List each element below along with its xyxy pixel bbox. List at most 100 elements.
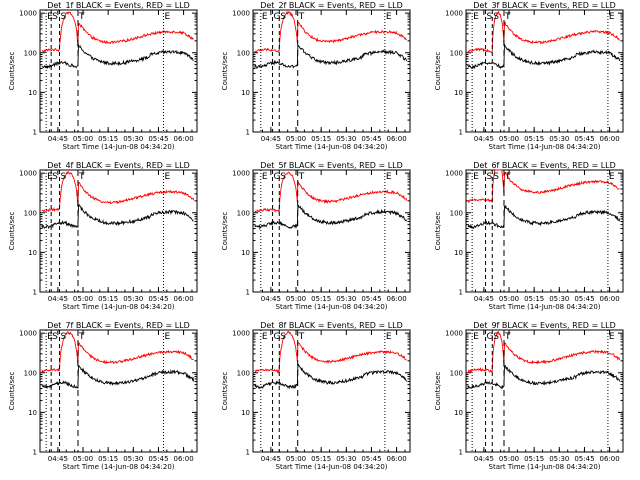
flag-label: T bbox=[298, 12, 305, 22]
flag-label: S bbox=[493, 12, 499, 22]
y-tick-label: 10 bbox=[241, 89, 250, 97]
flag-label: G bbox=[487, 332, 494, 342]
x-tick-label: 05:00 bbox=[286, 135, 306, 143]
x-axis-label: Start Time (14-Jun-08 04:34:20) bbox=[276, 463, 388, 471]
y-tick-label: 1000 bbox=[445, 170, 463, 178]
series-events-line bbox=[254, 363, 408, 390]
flag-label: S bbox=[493, 172, 499, 182]
flag-label: S bbox=[280, 172, 286, 182]
series-events-line bbox=[41, 44, 194, 69]
plot-frame bbox=[252, 169, 411, 293]
plot-frame bbox=[39, 329, 198, 453]
x-axis-label: Start Time (14-Jun-08 04:34:20) bbox=[489, 463, 601, 471]
series-lld-line bbox=[41, 171, 195, 213]
flag-label: S bbox=[487, 172, 493, 182]
y-tick-label: 100 bbox=[450, 369, 463, 377]
y-axis-label: Counts/sec bbox=[8, 52, 16, 91]
panel-title: Det_1f BLACK = Events, RED = LLD bbox=[47, 1, 190, 10]
y-axis-label: Counts/sec bbox=[434, 372, 442, 411]
x-tick-label: 06:00 bbox=[599, 135, 619, 143]
flag-label: E bbox=[262, 12, 268, 22]
x-tick-label: 05:15 bbox=[524, 295, 544, 303]
flag-label: E bbox=[47, 332, 53, 342]
flag-label: E bbox=[164, 172, 170, 182]
flag-label: E bbox=[262, 332, 268, 342]
series-events-line bbox=[254, 204, 408, 231]
x-tick-label: 05:00 bbox=[73, 455, 93, 463]
x-tick-label: 05:30 bbox=[336, 455, 356, 463]
panel-det-7: Det_7f BLACK = Events, RED = LLD 1 10 100 10… bbox=[8, 321, 198, 471]
x-tick-label: 06:00 bbox=[173, 295, 193, 303]
x-tick-label: 06:00 bbox=[173, 135, 193, 143]
x-tick-label: 05:45 bbox=[361, 455, 381, 463]
flag-label: E bbox=[47, 172, 53, 182]
series-events-line bbox=[41, 203, 194, 230]
flag-label: S bbox=[52, 172, 58, 182]
y-axis-label: Counts/sec bbox=[221, 212, 229, 251]
flag-label: S bbox=[487, 12, 493, 22]
y-tick-label: 1000 bbox=[19, 330, 37, 338]
series-lld-line bbox=[467, 169, 620, 204]
series-lld-line bbox=[254, 10, 407, 54]
y-tick-label: 1 bbox=[33, 289, 37, 297]
y-tick-label: 1000 bbox=[19, 170, 37, 178]
x-tick-label: 05:00 bbox=[73, 135, 93, 143]
series-events-line bbox=[467, 43, 621, 70]
series-lld-line bbox=[467, 330, 621, 374]
series-lld-line bbox=[41, 11, 194, 54]
y-axis-label: Counts/sec bbox=[221, 372, 229, 411]
panel-det-4: Det_4f BLACK = Events, RED = LLD 1 10 100 10… bbox=[8, 161, 198, 311]
x-tick-label: 04:45 bbox=[261, 295, 281, 303]
flag-label: E bbox=[609, 332, 615, 342]
x-tick-label: 05:30 bbox=[336, 295, 356, 303]
series-events-line bbox=[254, 44, 408, 69]
series-lld-line bbox=[467, 10, 620, 54]
flag-label: T bbox=[298, 332, 305, 342]
y-axis-label: Counts/sec bbox=[8, 212, 16, 251]
panel-title: Det_9f BLACK = Events, RED = LLD bbox=[473, 321, 616, 330]
x-tick-label: 06:00 bbox=[386, 135, 406, 143]
y-tick-label: 100 bbox=[237, 49, 250, 57]
flag-label: T bbox=[504, 332, 511, 342]
x-tick-label: 05:30 bbox=[123, 455, 143, 463]
plot-frame bbox=[465, 329, 624, 453]
x-tick-label: 06:00 bbox=[173, 455, 193, 463]
x-tick-label: 05:45 bbox=[148, 455, 168, 463]
y-tick-label: 10 bbox=[454, 89, 463, 97]
panel-title: Det_4f BLACK = Events, RED = LLD bbox=[47, 161, 190, 170]
x-tick-label: 05:45 bbox=[574, 455, 594, 463]
y-tick-label: 10 bbox=[28, 89, 37, 97]
x-tick-label: 04:45 bbox=[474, 455, 494, 463]
y-tick-label: 1 bbox=[459, 289, 463, 297]
x-tick-label: 05:45 bbox=[148, 295, 168, 303]
x-tick-label: 05:15 bbox=[311, 455, 331, 463]
x-tick-label: 04:45 bbox=[474, 135, 494, 143]
x-tick-label: 04:45 bbox=[261, 455, 281, 463]
x-tick-label: 05:30 bbox=[549, 455, 569, 463]
x-tick-label: 06:00 bbox=[599, 455, 619, 463]
flag-label: E bbox=[386, 332, 392, 342]
flag-label: E bbox=[386, 172, 392, 182]
plot-frame bbox=[39, 9, 198, 133]
flag-label: G bbox=[274, 172, 281, 182]
y-axis-label: Counts/sec bbox=[221, 52, 229, 91]
x-tick-label: 04:45 bbox=[261, 135, 281, 143]
x-tick-label: 06:00 bbox=[386, 455, 406, 463]
x-tick-label: 05:15 bbox=[98, 295, 118, 303]
y-tick-label: 1 bbox=[33, 129, 37, 137]
x-tick-label: 05:15 bbox=[98, 135, 118, 143]
x-tick-label: 05:00 bbox=[499, 295, 519, 303]
series-events-line bbox=[467, 204, 621, 229]
y-tick-label: 10 bbox=[28, 409, 37, 417]
flag-label: T bbox=[78, 332, 85, 342]
y-axis-label: Counts/sec bbox=[434, 52, 442, 91]
panel-det-6: Det_6f BLACK = Events, RED = LLD 1 10 100 10… bbox=[434, 161, 624, 311]
y-tick-label: 100 bbox=[237, 209, 250, 217]
flag-label: S bbox=[280, 332, 286, 342]
x-axis-label: Start Time (14-Jun-08 04:34:20) bbox=[276, 143, 388, 151]
y-tick-label: 100 bbox=[237, 369, 250, 377]
y-tick-label: 1000 bbox=[232, 330, 250, 338]
y-tick-label: 100 bbox=[450, 209, 463, 217]
series-lld-line bbox=[41, 331, 194, 374]
